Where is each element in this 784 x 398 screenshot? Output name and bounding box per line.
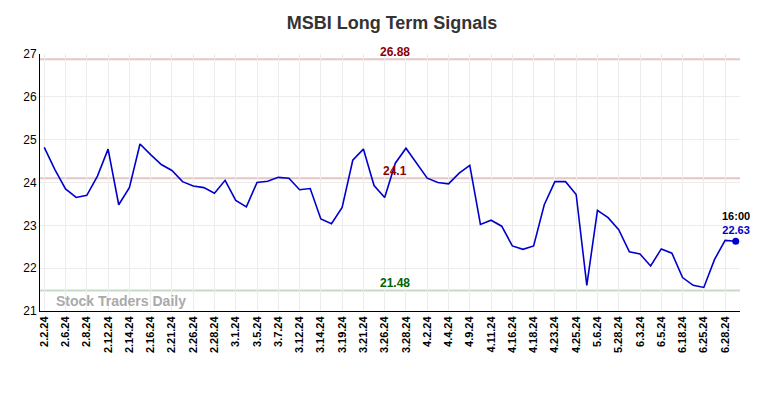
svg-text:4.2.24: 4.2.24 [421,316,433,347]
svg-text:Stock Traders Daily: Stock Traders Daily [56,293,186,309]
svg-text:22: 22 [23,261,37,275]
svg-text:5.28.24: 5.28.24 [612,316,624,354]
svg-text:6.28.24: 6.28.24 [719,316,731,354]
svg-text:21: 21 [23,304,37,318]
svg-text:2.8.24: 2.8.24 [80,316,92,347]
svg-text:6.5.24: 6.5.24 [655,316,667,347]
svg-text:2.6.24: 2.6.24 [59,316,71,347]
svg-text:26.88: 26.88 [380,45,410,59]
svg-text:4.23.24: 4.23.24 [548,316,560,354]
svg-text:2.2.24: 2.2.24 [38,316,50,347]
svg-text:2.26.24: 2.26.24 [187,316,199,354]
svg-text:3.28.24: 3.28.24 [400,316,412,354]
svg-text:2.28.24: 2.28.24 [208,316,220,354]
svg-text:2.12.24: 2.12.24 [102,316,114,354]
svg-text:5.6.24: 5.6.24 [591,316,603,347]
svg-text:21.48: 21.48 [380,276,410,290]
svg-text:3.5.24: 3.5.24 [251,316,263,347]
svg-text:6.18.24: 6.18.24 [676,316,688,354]
svg-text:4.11.24: 4.11.24 [485,316,497,353]
svg-text:4.4.24: 4.4.24 [442,316,454,347]
svg-text:3.1.24: 3.1.24 [229,316,241,347]
svg-text:26: 26 [23,90,37,104]
svg-text:6.25.24: 6.25.24 [697,316,709,354]
svg-text:3.21.24: 3.21.24 [357,316,369,354]
svg-text:2.16.24: 2.16.24 [144,316,156,354]
svg-text:3.19.24: 3.19.24 [336,316,348,354]
svg-text:24.1: 24.1 [383,164,407,178]
svg-text:4.16.24: 4.16.24 [506,316,518,354]
svg-text:3.26.24: 3.26.24 [378,316,390,354]
svg-text:2.21.24: 2.21.24 [165,316,177,354]
svg-text:3.12.24: 3.12.24 [293,316,305,354]
svg-text:4.25.24: 4.25.24 [570,316,582,354]
svg-text:3.7.24: 3.7.24 [272,316,284,347]
svg-text:4.9.24: 4.9.24 [463,316,475,347]
svg-text:4.18.24: 4.18.24 [527,316,539,354]
svg-text:3.14.24: 3.14.24 [314,316,326,354]
svg-text:23: 23 [23,219,37,233]
svg-text:MSBI Long Term Signals: MSBI Long Term Signals [287,13,498,33]
svg-text:16:0022.63: 16:0022.63 [722,210,750,236]
svg-text:24: 24 [23,176,37,190]
svg-text:6.3.24: 6.3.24 [634,316,646,347]
svg-text:27: 27 [23,47,37,61]
svg-text:25: 25 [23,133,37,147]
svg-text:2.14.24: 2.14.24 [123,316,135,354]
